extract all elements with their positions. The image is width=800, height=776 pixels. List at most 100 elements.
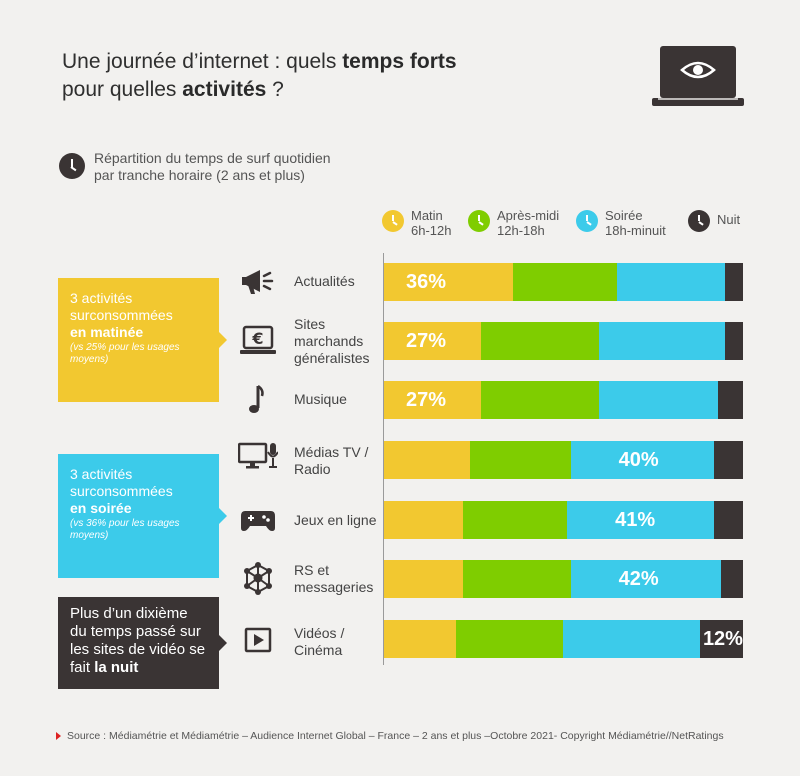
- callout-emphasis: la nuit: [94, 659, 139, 676]
- source-text: Source : Médiamétrie et Médiamétrie – Au…: [67, 730, 491, 742]
- bar-row: 41%: [384, 501, 743, 539]
- legend-item-apres-midi: Après-midi 12h-18h: [468, 208, 559, 238]
- row-label-medias-tv-radio: Médias TV / Radio: [294, 444, 369, 477]
- legend-sublabel: 18h-minuit: [605, 223, 666, 238]
- clock-icon: [468, 210, 490, 232]
- svg-text:€: €: [251, 329, 263, 348]
- bar-segment-soiree: [599, 322, 726, 360]
- chart-axis: [383, 253, 384, 665]
- callout-text: surconsommées: [70, 483, 173, 499]
- callout-text: 3 activités: [70, 466, 133, 482]
- bar-segment-matin: [384, 441, 471, 479]
- bar-segment-nuit: [725, 263, 743, 301]
- callout-note: (vs 36% pour les usages moyens): [70, 518, 180, 541]
- source-date: Octobre 2021: [490, 730, 554, 742]
- bar-row: 27%: [384, 381, 743, 419]
- subtitle-line: Répartition du temps de surf quotidien: [94, 150, 331, 166]
- data-label: 42%: [618, 567, 659, 590]
- laptop-eye-icon: [652, 46, 744, 106]
- bar-segment-apres-midi: [462, 501, 568, 539]
- clock-icon: [688, 210, 710, 232]
- title-text: ?: [266, 78, 284, 101]
- music-note-icon: [249, 384, 264, 413]
- data-label: 27%: [406, 329, 447, 352]
- legend-item-nuit: Nuit: [688, 208, 740, 232]
- callout-text: surconsommées: [70, 307, 173, 323]
- legend-sublabel: 6h-12h: [411, 223, 452, 238]
- source-copyright: - Copyright Médiamétrie//NetRatings: [553, 730, 724, 742]
- legend-sublabel: 12h-18h: [497, 223, 545, 238]
- bar-segment-nuit: [714, 441, 743, 479]
- data-label: 27%: [406, 388, 447, 411]
- bar-segment-nuit: 12%: [699, 620, 743, 658]
- callout-emphasis: en soirée: [70, 500, 132, 516]
- network-icon: [244, 562, 272, 595]
- bar-segment-matin: [384, 560, 463, 598]
- page-title: Une journée d’internet : quels temps for…: [62, 48, 457, 104]
- bar-segment-apres-midi: [462, 560, 571, 598]
- bar-segment-nuit: [725, 322, 743, 360]
- bar-segment-matin: [384, 620, 456, 658]
- bar-segment-nuit: [714, 501, 743, 539]
- clock-icon: [382, 210, 404, 232]
- title-emphasis: activités: [182, 78, 267, 101]
- bar-segment-soiree: [617, 263, 726, 301]
- callout-soiree: 3 activités surconsommées en soirée (vs …: [58, 454, 227, 578]
- clock-icon: [576, 210, 598, 232]
- row-label-musique: Musique: [294, 391, 347, 407]
- bar-segment-matin: [384, 501, 463, 539]
- bar-row: 12%: [384, 620, 743, 658]
- bar-segment-soiree: [599, 381, 718, 419]
- bar-segment-apres-midi: [513, 263, 618, 301]
- bar-segment-apres-midi: [455, 620, 564, 658]
- data-label: 12%: [702, 627, 743, 650]
- bar-segment-soiree: 41%: [567, 501, 715, 539]
- title-text: pour quelles: [62, 78, 183, 101]
- data-label: 40%: [618, 448, 659, 471]
- bar-segment-matin: 36%: [384, 263, 514, 301]
- title-text: Une journée d’internet : quels: [62, 50, 343, 73]
- bar-segment-soiree: 42%: [570, 560, 722, 598]
- gamepad-icon: [241, 511, 275, 531]
- tv-microphone-icon: [238, 442, 278, 469]
- bar-row: 42%: [384, 560, 743, 598]
- megaphone-icon: [242, 270, 274, 294]
- title-emphasis: temps forts: [342, 50, 457, 73]
- bar-segment-soiree: 40%: [570, 441, 715, 479]
- bar-segment-apres-midi: [480, 322, 600, 360]
- source-note: Source : Médiamétrie et Médiamétrie – Au…: [56, 730, 724, 742]
- bar-segment-apres-midi: [480, 381, 600, 419]
- row-label-videos-cinema: Vidéos / Cinéma: [294, 625, 345, 658]
- callout-emphasis: en matinée: [70, 324, 144, 340]
- callout-matinee: 3 activités surconsommées en matinée (vs…: [58, 278, 227, 402]
- row-label-actualites: Actualités: [294, 273, 355, 289]
- callout-nuit: Plus d’un dixième du temps passé sur les…: [58, 597, 227, 689]
- laptop-euro-icon: €: [240, 325, 276, 354]
- bar-segment-nuit: [721, 560, 743, 598]
- data-label: 36%: [406, 270, 447, 293]
- bar-row: 36%: [384, 263, 743, 301]
- subtitle-line: par tranche horaire (2 ans et plus): [94, 167, 305, 183]
- clock-icon: [59, 153, 85, 179]
- legend-label: Soirée: [605, 208, 643, 223]
- row-label-rs-messageries: RS et messageries: [294, 562, 374, 595]
- legend-label: Matin: [411, 208, 443, 223]
- bar-segment-soiree: [563, 620, 700, 658]
- bar-row: 40%: [384, 441, 743, 479]
- chart-subtitle: Répartition du temps de surf quotidien p…: [94, 150, 331, 184]
- bar-segment-apres-midi: [470, 441, 571, 479]
- legend-label: Nuit: [717, 212, 741, 227]
- row-label-jeux-en-ligne: Jeux en ligne: [294, 512, 377, 528]
- bar-segment-matin: 27%: [384, 322, 481, 360]
- row-label-sites-marchands: Sites marchands généralistes: [294, 316, 370, 366]
- data-label: 41%: [615, 508, 656, 531]
- callout-text: Plus d’un dixième du temps passé sur les…: [70, 605, 206, 676]
- legend-item-matin: Matin 6h-12h: [382, 208, 451, 238]
- bar-segment-matin: 27%: [384, 381, 481, 419]
- legend-item-soiree: Soirée 18h-minuit: [576, 208, 666, 238]
- triangle-marker-icon: [56, 732, 61, 740]
- callout-text: 3 activités: [70, 290, 133, 306]
- bar-segment-nuit: [717, 381, 743, 419]
- bar-row: 27%: [384, 322, 743, 360]
- callout-note: (vs 25% pour les usages moyens): [70, 342, 180, 365]
